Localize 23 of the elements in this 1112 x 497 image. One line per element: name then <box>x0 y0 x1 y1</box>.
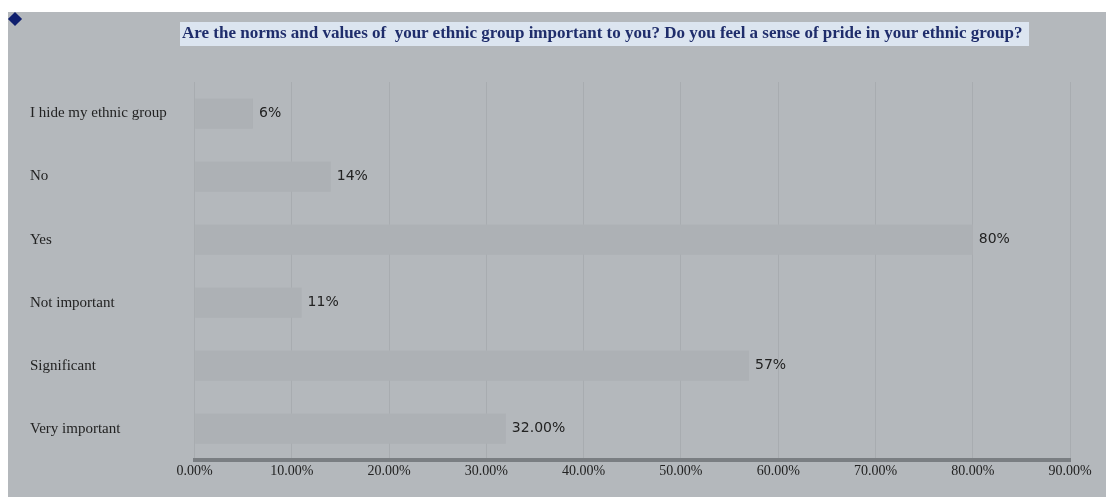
x-tick-label: 90.00% <box>1048 463 1092 479</box>
x-tick-label: 30.00% <box>464 463 509 479</box>
x-tick-label: 0.00% <box>176 463 214 479</box>
data-label: 6% <box>258 104 282 121</box>
x-tick-label: 60.00% <box>756 463 801 479</box>
x-tick-label: 80.00% <box>951 463 995 479</box>
data-label: 80% <box>978 230 1010 247</box>
y-tick-label: I hide my ethnic group <box>30 104 167 121</box>
y-tick-label: Not important <box>30 293 116 310</box>
x-tick-label: 10.00% <box>270 463 314 479</box>
x-tick-label: 50.00% <box>659 463 703 479</box>
x-tick-label: 70.00% <box>853 463 898 479</box>
y-tick-label: Very important <box>30 419 122 436</box>
data-label: 32.00% <box>511 419 566 436</box>
y-tick-label: No <box>30 167 49 184</box>
data-label: 14% <box>336 167 368 184</box>
x-tick-label: 20.00% <box>367 463 412 479</box>
chart-title: Are the norms and values of your ethnic group important to you? Do you feel a sense of pride in your ethnic group? <box>182 22 1023 42</box>
y-tick-label: Yes <box>30 230 52 247</box>
data-label: 57% <box>755 356 787 373</box>
data-label: 11% <box>307 293 339 310</box>
x-tick-label: 40.00% <box>562 463 606 479</box>
y-tick-label: Significant <box>30 356 97 373</box>
